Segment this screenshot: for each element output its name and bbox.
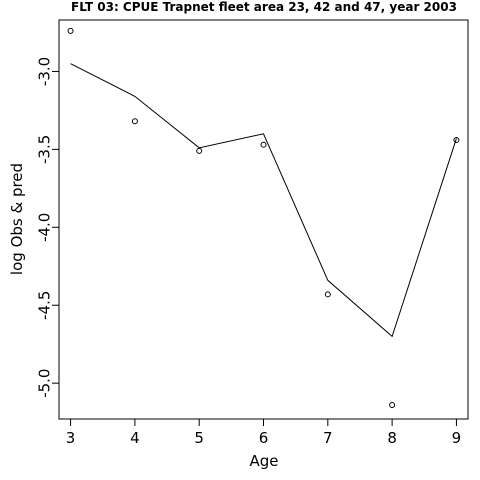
x-tick-label: 6 — [259, 429, 269, 447]
observed-point — [324, 291, 331, 298]
x-axis-label: Age — [249, 452, 278, 470]
observed-point — [196, 147, 203, 154]
plot-frame — [58, 19, 469, 420]
observed-point — [67, 27, 74, 34]
observed-point — [389, 401, 396, 408]
observed-point — [131, 118, 138, 125]
y-axis: -3.0 -3.5 -4.0 -4.5 -5.0 — [36, 57, 60, 398]
chart-title: FLT 03: CPUE Trapnet fleet area 23, 42 a… — [71, 0, 457, 14]
y-tick-label: -3.0 — [36, 57, 54, 86]
y-axis-label: log Obs & pred — [8, 163, 26, 275]
x-tick-label: 4 — [130, 429, 140, 447]
y-tick-label: -3.5 — [36, 135, 54, 164]
y-tick-label: -4.5 — [36, 291, 54, 320]
x-tick-label: 3 — [66, 429, 76, 447]
chart-marks — [67, 27, 460, 408]
x-tick-label: 8 — [387, 429, 397, 447]
x-tick-label: 7 — [323, 429, 333, 447]
y-tick-label: -5.0 — [36, 369, 54, 398]
y-tick-label: -4.0 — [36, 213, 54, 242]
predicted-line — [70, 63, 457, 338]
observed-point — [260, 141, 267, 148]
observed-point — [453, 137, 460, 144]
x-tick-label: 9 — [452, 429, 462, 447]
x-tick-label: 5 — [194, 429, 204, 447]
x-axis: 3 4 5 6 7 8 9 — [66, 418, 462, 447]
